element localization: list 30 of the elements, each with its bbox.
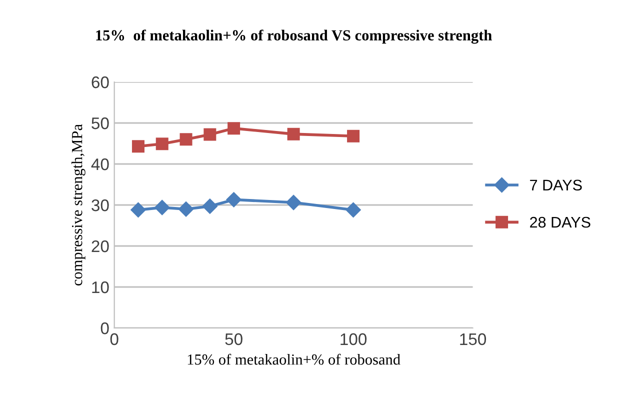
point (226, 192, 242, 208)
y-tick-label: 50 (92, 117, 109, 130)
point (178, 202, 194, 217)
point (130, 202, 146, 218)
point (202, 198, 218, 214)
y-tick-label: 0 (100, 322, 109, 334)
y-tick-label: 60 (92, 76, 109, 88)
y-tick-label: 20 (92, 240, 109, 252)
x-tick-label: 0 (110, 333, 118, 346)
point (346, 202, 361, 218)
x-axis-title: 15% of metakaolin+% of robosand (188, 354, 400, 365)
point (204, 128, 216, 141)
y-tick-label: 10 (92, 281, 109, 294)
legend-label: 28 DAYS (530, 216, 590, 228)
point (154, 200, 170, 216)
x-tick-label: 50 (225, 333, 242, 346)
point (132, 140, 144, 153)
point (287, 128, 300, 140)
point (228, 122, 240, 135)
point (156, 138, 168, 150)
y-axis-title: compressive strength,MPa (71, 124, 86, 286)
chart-title: 15% of metakaolin+% of robosand VS compressive strength (96, 30, 492, 44)
legend-label: 7 DAYS (530, 180, 582, 191)
point (180, 133, 192, 146)
point (286, 194, 302, 210)
point (347, 130, 360, 142)
x-tick-label: 100 (340, 333, 367, 346)
y-tick-label: 30 (92, 199, 109, 212)
y-tick-label: 40 (91, 158, 109, 170)
x-tick-label: 150 (460, 333, 486, 346)
